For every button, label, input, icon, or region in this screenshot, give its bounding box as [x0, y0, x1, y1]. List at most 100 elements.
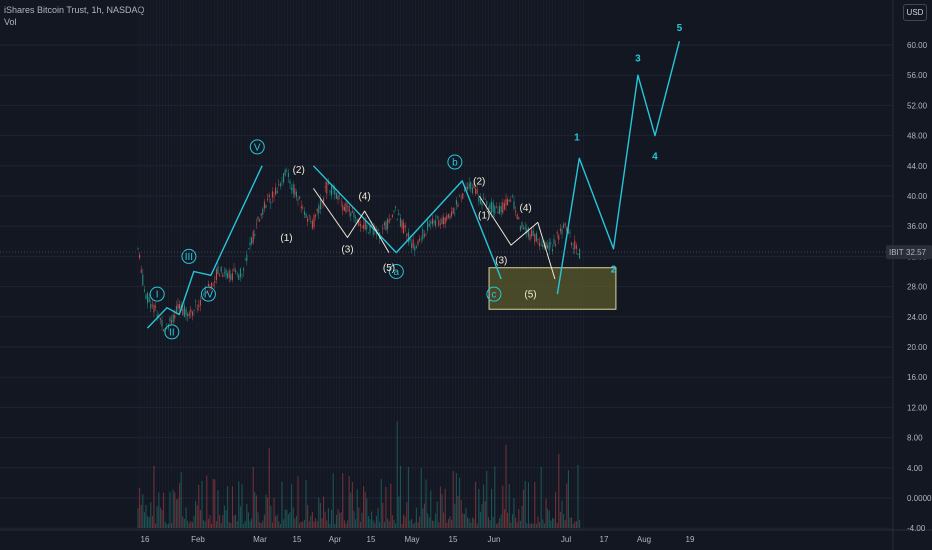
- candle-body: [161, 319, 163, 327]
- last-price-badge: [886, 245, 932, 260]
- volume-bar: [265, 494, 267, 528]
- volume-bar: [143, 512, 145, 528]
- volume-bar: [220, 523, 222, 528]
- candle-body: [486, 201, 488, 206]
- candle-body: [143, 289, 145, 292]
- volume-bar: [310, 515, 312, 528]
- candle-body: [499, 206, 501, 215]
- wave-label-circle: [164, 324, 180, 340]
- candle-body: [467, 186, 469, 190]
- volume-bar: [439, 486, 441, 528]
- volume-bar: [214, 479, 216, 528]
- candle-body: [356, 219, 358, 222]
- volume-bar: [204, 521, 206, 528]
- y-tick-label: 4.00: [907, 464, 923, 473]
- candle-body: [358, 219, 360, 226]
- candle-body: [331, 184, 333, 196]
- wave-label: (4): [358, 192, 370, 203]
- candle-body: [251, 237, 253, 244]
- abc-correction-line: [312, 165, 502, 280]
- volume-bar: [476, 523, 478, 528]
- wave-label: (1): [478, 210, 490, 221]
- candle-body: [411, 243, 413, 249]
- candle-body: [343, 206, 345, 211]
- volume-bar: [572, 523, 574, 528]
- volume-bar: [454, 503, 456, 528]
- volume-bar: [398, 496, 400, 528]
- volume-bar: [430, 490, 432, 528]
- candle-body: [452, 207, 454, 214]
- candle-body: [561, 229, 563, 234]
- candle-body: [223, 272, 225, 274]
- volume-bar: [449, 516, 451, 528]
- candle-body: [556, 232, 558, 234]
- candle-body: [532, 230, 534, 237]
- volume-bar: [523, 489, 525, 528]
- candle-body: [185, 308, 187, 315]
- volume-bar: [409, 520, 411, 528]
- candle-body: [399, 218, 401, 227]
- candle-body: [211, 282, 213, 288]
- volume-bar: [235, 514, 237, 528]
- candle-body: [321, 203, 323, 205]
- volume-bar: [171, 523, 173, 528]
- volume-bar: [299, 523, 301, 528]
- volume-bar: [140, 504, 142, 528]
- volume-bar: [540, 467, 542, 528]
- volume-label: Vol: [4, 17, 17, 27]
- volume-bar: [223, 505, 225, 528]
- candle-body: [263, 201, 265, 209]
- volume-bar: [321, 518, 323, 528]
- candle-body: [385, 221, 387, 231]
- candle-body: [579, 249, 581, 259]
- candle-body: [249, 242, 251, 246]
- volume-bar: [355, 519, 357, 528]
- candle-body: [291, 187, 293, 190]
- candle-body: [391, 215, 393, 217]
- wave-label-circle: [149, 286, 165, 302]
- wave-label: a: [394, 267, 400, 278]
- volume-bar: [311, 512, 313, 528]
- candle-body: [396, 219, 398, 220]
- volume-bar: [315, 518, 317, 528]
- candle-body: [230, 274, 232, 280]
- candle-body: [334, 188, 336, 195]
- volume-bar: [387, 518, 389, 528]
- candle-body: [350, 212, 352, 216]
- candle-body: [339, 194, 341, 196]
- candle-body: [388, 219, 390, 223]
- volume-bar: [481, 503, 483, 528]
- volume-bar: [537, 516, 539, 528]
- volume-bar: [359, 521, 361, 528]
- candle-body: [286, 171, 288, 173]
- candle-body: [415, 246, 417, 248]
- volume-bar: [350, 492, 352, 528]
- candle-body: [215, 269, 217, 280]
- candle-body: [294, 188, 296, 195]
- volume-bar: [502, 485, 504, 528]
- volume-bar: [395, 523, 397, 528]
- candle-body: [281, 180, 283, 182]
- volume-bar: [164, 521, 166, 528]
- volume-bar: [231, 486, 233, 528]
- volume-bar: [391, 515, 393, 528]
- y-tick-label: 24.00: [907, 313, 928, 322]
- candle-body: [431, 218, 433, 225]
- candle-body: [367, 232, 369, 234]
- wave-label: 5: [677, 23, 683, 34]
- x-tick-label: Mar: [253, 535, 267, 544]
- volume-bar: [516, 522, 518, 528]
- candle-body: [332, 186, 334, 189]
- candle-body: [310, 221, 312, 222]
- volume-bar: [390, 483, 392, 528]
- volume-bar: [345, 523, 347, 528]
- volume-bar: [564, 520, 566, 528]
- candle-body: [257, 216, 259, 220]
- x-tick-label: 17: [600, 535, 609, 544]
- candle-body: [382, 227, 384, 229]
- candle-body: [511, 196, 513, 197]
- volume-bar: [462, 513, 464, 528]
- currency-button[interactable]: USD: [903, 4, 927, 21]
- candle-body: [246, 254, 248, 262]
